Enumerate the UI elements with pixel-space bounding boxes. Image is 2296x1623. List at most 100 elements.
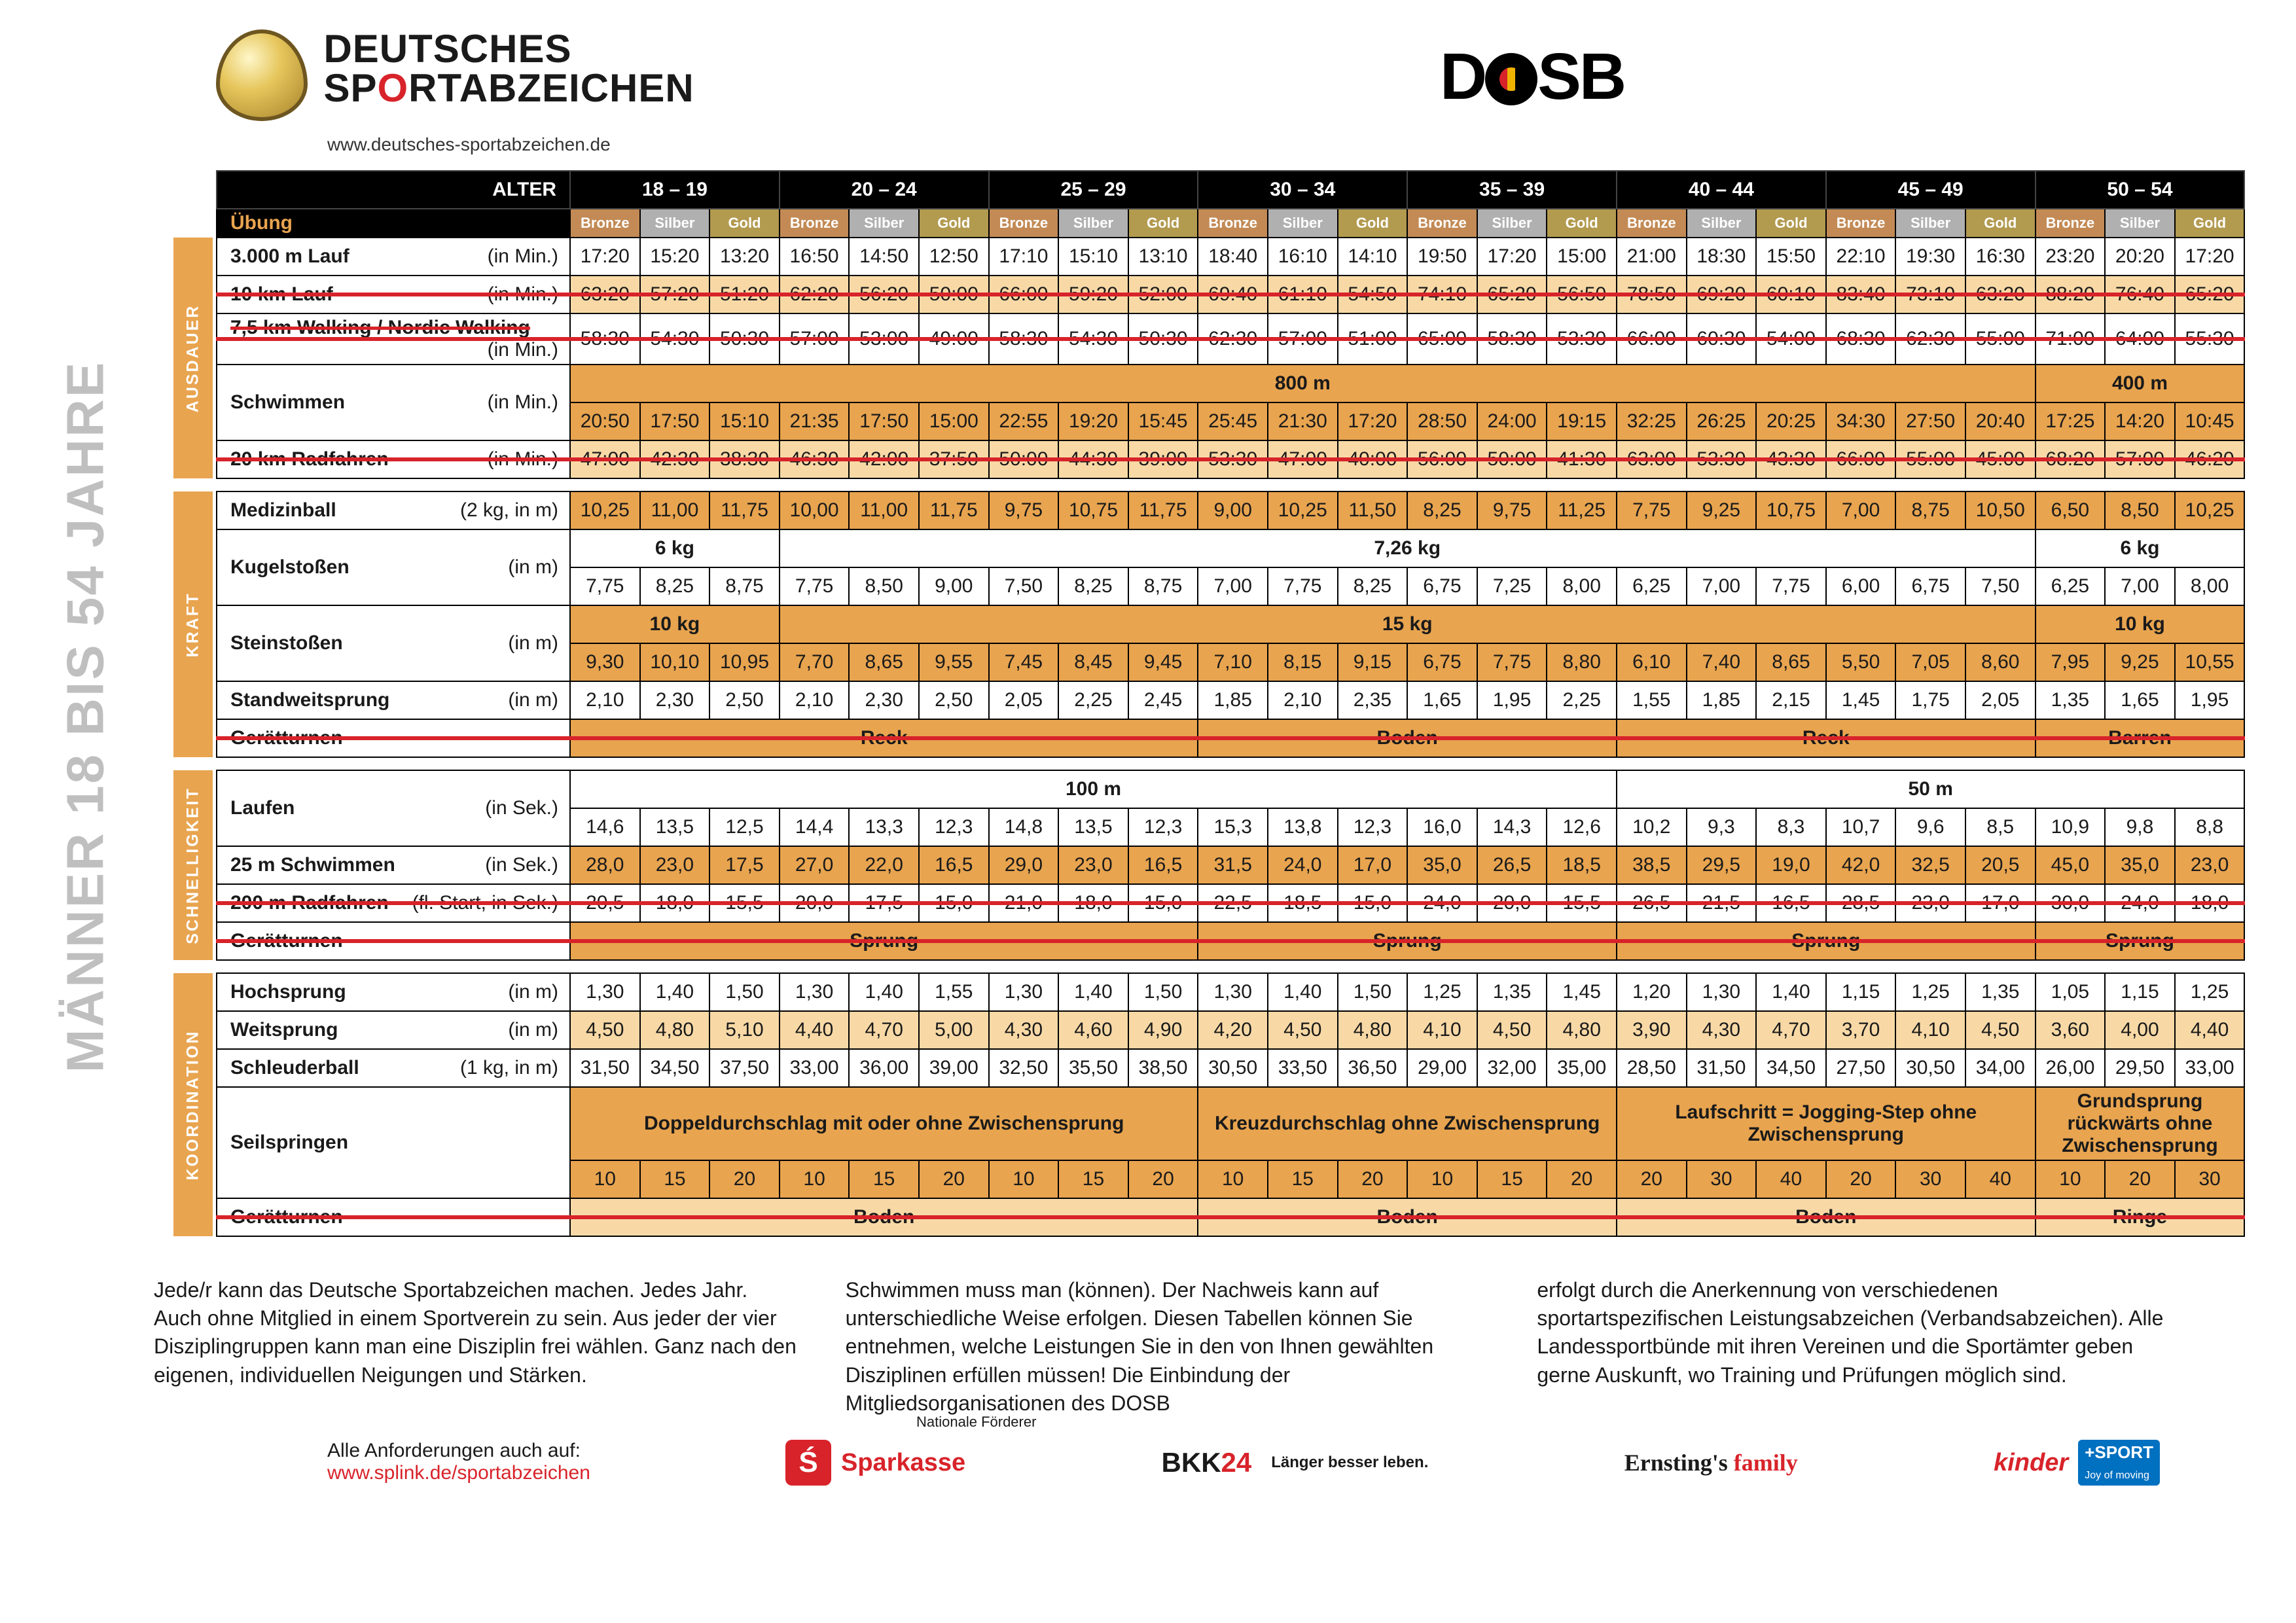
value-cell: 10,75 [1058, 491, 1128, 529]
value-cell: 9,30 [570, 643, 640, 681]
age-span: 25 – 29 [989, 171, 1198, 209]
value-cell: 27,0 [780, 846, 850, 884]
age-span: 50 – 54 [2036, 171, 2245, 209]
value-cell: 4,00 [2105, 1011, 2175, 1049]
value-cell: 10 [2036, 1160, 2106, 1198]
age-span: 20 – 24 [780, 171, 989, 209]
value-cell: 8,75 [1895, 491, 1965, 529]
value-cell: 4,20 [1198, 1011, 1268, 1049]
value-cell: 29,50 [2105, 1049, 2175, 1087]
exercise-row: Hochsprung(in m)1,301,401,501,301,401,55… [217, 973, 2244, 1011]
value-cell: 7,00 [1826, 491, 1896, 529]
value-cell: 12:50 [919, 238, 989, 276]
value-cell: 10,25 [2175, 491, 2245, 529]
value-cell: 7,00 [1687, 567, 1757, 605]
value-cell: 13,5 [1058, 808, 1128, 846]
footer-col-1: Jede/r kann das Deutsche Sportabzeichen … [154, 1276, 800, 1418]
value-cell: 26:25 [1687, 402, 1757, 440]
exercise-row: Medizinball(2 kg, in m)10,2511,0011,7510… [217, 491, 2244, 529]
value-cell: 17:10 [989, 238, 1059, 276]
exercise-name: Medizinball(2 kg, in m) [217, 491, 570, 529]
value-cell: 10,25 [1268, 491, 1338, 529]
strike-line [216, 736, 2245, 740]
value-cell: 17:20 [1477, 238, 1547, 276]
value-cell: 33,50 [1268, 1049, 1338, 1087]
value-cell: 1,15 [2105, 973, 2175, 1011]
value-cell: 9,75 [989, 491, 1059, 529]
exercise-name: Standweitsprung(in m) [217, 681, 570, 719]
header-logo-block: DEUTSCHES SPORTABZEICHEN [216, 29, 694, 121]
value-cell: 3,90 [1617, 1011, 1687, 1049]
value-cell: 34,00 [1965, 1049, 2036, 1087]
value-cell: 6,00 [1826, 567, 1896, 605]
value-cell: 6,10 [1617, 643, 1687, 681]
age-span: 30 – 34 [1198, 171, 1407, 209]
age-span: 45 – 49 [1826, 171, 2036, 209]
value-cell: 11,75 [919, 491, 989, 529]
value-cell: 17:20 [2175, 238, 2245, 276]
exercise-name: Seilspringen [217, 1087, 570, 1198]
value-cell: 17,0 [1338, 846, 1408, 884]
medal-silber: Silber [1687, 209, 1757, 238]
value-cell: 24:00 [1477, 402, 1547, 440]
category-bar-kraft: KRAFT [173, 491, 213, 757]
strike-line [216, 337, 2245, 341]
medal-silber: Silber [640, 209, 710, 238]
medal-gold: Gold [1128, 209, 1198, 238]
value-cell: 16,5 [919, 846, 989, 884]
exercise-name: 3.000 m Lauf(in Min.) [217, 238, 570, 276]
medal-bronze: Bronze [1198, 209, 1268, 238]
value-cell: 9,25 [1687, 491, 1757, 529]
value-cell: 7,00 [2105, 567, 2175, 605]
value-cell: 10,7 [1826, 808, 1896, 846]
value-cell: 18:30 [1687, 238, 1757, 276]
medal-gold: Gold [709, 209, 780, 238]
value-cell: 20 [2105, 1160, 2175, 1198]
value-cell: 1,85 [1687, 681, 1757, 719]
value-cell: 35,0 [1407, 846, 1477, 884]
value-cell: 23,0 [640, 846, 710, 884]
value-cell: 37,50 [709, 1049, 780, 1087]
value-cell: 21:00 [1617, 238, 1687, 276]
value-cell: 15:10 [1058, 238, 1128, 276]
value-cell: 29,5 [1687, 846, 1757, 884]
value-cell: 4,40 [2175, 1011, 2245, 1049]
medal-silber: Silber [1477, 209, 1547, 238]
value-cell: 38,5 [1617, 846, 1687, 884]
value-cell: 1,35 [1965, 973, 2036, 1011]
value-cell: 11,50 [1338, 491, 1408, 529]
value-cell: 3,60 [2036, 1011, 2106, 1049]
value-cell: 10,75 [1756, 491, 1826, 529]
value-cell: 10,50 [1965, 491, 2036, 529]
footer-sublink: Alle Anforderungen auch auf: www.splink.… [327, 1440, 590, 1484]
value-cell: 16:50 [780, 238, 850, 276]
group-separator [217, 757, 2244, 770]
value-cell: 1,95 [2175, 681, 2245, 719]
value-cell: 10 [1198, 1160, 1268, 1198]
exercise-row: Laufen(in Sek.)100 m50 m [217, 770, 2244, 808]
value-cell: 28,50 [1617, 1049, 1687, 1087]
span-header: 400 m [2036, 365, 2245, 402]
value-cell: 15:00 [919, 402, 989, 440]
value-cell: 15 [640, 1160, 710, 1198]
value-cell: 7,00 [1198, 567, 1268, 605]
value-cell: 4,30 [989, 1011, 1059, 1049]
value-cell: 8,45 [1058, 643, 1128, 681]
value-cell: 33,00 [780, 1049, 850, 1087]
value-cell: 2,30 [849, 681, 919, 719]
value-cell: 20:25 [1756, 402, 1826, 440]
age-span: 18 – 19 [570, 171, 780, 209]
value-cell: 8,50 [849, 567, 919, 605]
value-cell: 19:15 [1547, 402, 1617, 440]
value-cell: 15,3 [1198, 808, 1268, 846]
value-cell: 27:50 [1895, 402, 1965, 440]
value-cell: 21:35 [780, 402, 850, 440]
value-cell: 23:20 [2036, 238, 2106, 276]
value-cell: 1,30 [1198, 973, 1268, 1011]
value-cell: 14:20 [2105, 402, 2175, 440]
value-cell: 12,5 [709, 808, 780, 846]
exercise-name: Laufen(in Sek.) [217, 770, 570, 846]
span-header: Doppeldurchschlag mit oder ohne Zwischen… [570, 1087, 1198, 1160]
value-cell: 7,10 [1198, 643, 1268, 681]
value-cell: 21:30 [1268, 402, 1338, 440]
